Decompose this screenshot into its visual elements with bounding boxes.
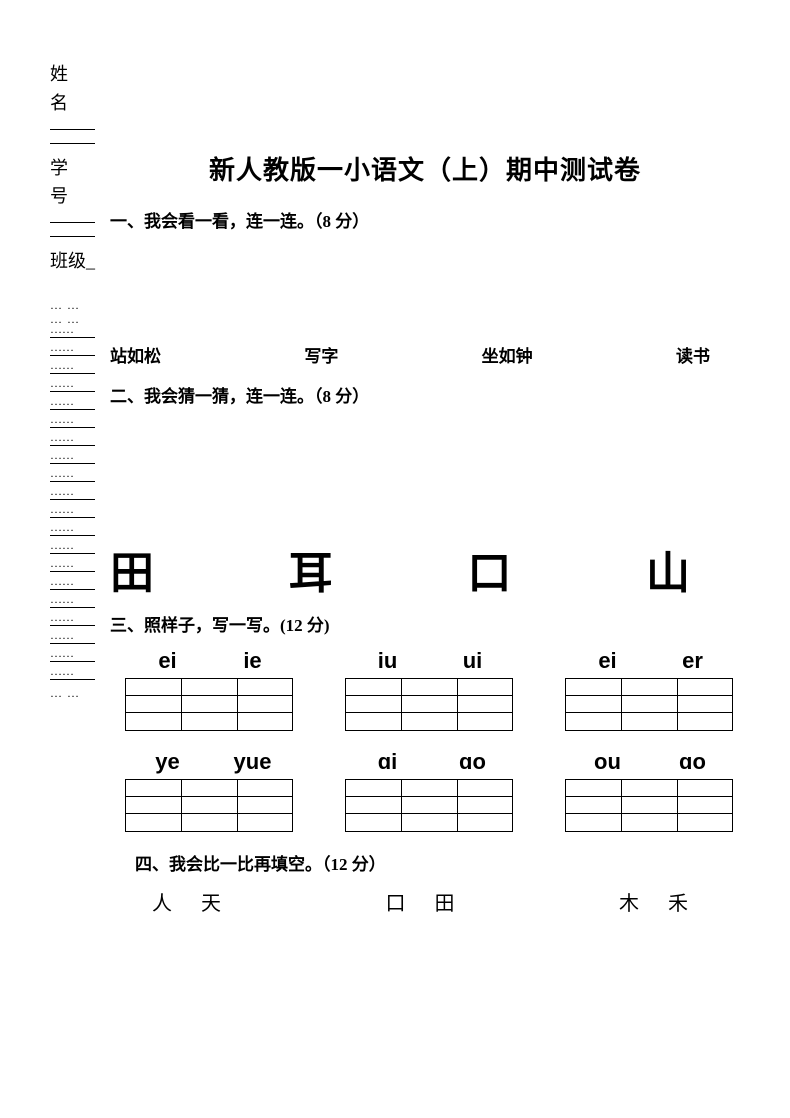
q1-item: 写字	[304, 342, 338, 367]
dotted-separator	[50, 450, 95, 464]
q4-pair: 木 禾	[607, 887, 700, 916]
name-field-line[interactable]	[50, 136, 95, 144]
main-content: 新人教版一小语文（上）期中测试卷 一、我会看一看，连一连。（8 分） 站如松 写…	[110, 150, 740, 916]
dotted-separator	[50, 612, 95, 626]
q1-item: 坐如钟	[482, 342, 533, 367]
q2-chars-row: 田 耳 口 山	[110, 537, 730, 601]
q4-heading: 四、我会比一比再填空。（12 分）	[135, 850, 740, 875]
dotted-separator	[50, 576, 95, 590]
pinyin-label: ei	[125, 648, 210, 674]
q3-group: ɑi ɑo	[345, 749, 515, 832]
pinyin-label: ie	[210, 648, 295, 674]
q4-char: 人	[152, 893, 172, 915]
dotted-separator	[50, 468, 95, 482]
dotted-separator	[50, 630, 95, 644]
name-label: 姓 名	[50, 60, 105, 118]
pinyin-label: ye	[125, 749, 210, 775]
class-label: 班级_	[50, 247, 95, 276]
dotted-separator	[50, 540, 95, 554]
q3-row-2: ye yue ɑi ɑo ou ɑo	[125, 749, 740, 832]
q1-item: 站如松	[110, 342, 161, 367]
id-field-line[interactable]	[50, 229, 95, 237]
dotted-separator	[50, 414, 95, 428]
q1-heading: 一、我会看一看，连一连。（8 分）	[110, 207, 740, 232]
pinyin-label: ou	[565, 749, 650, 775]
q2-heading: 二、我会猜一猜，连一连。（8 分）	[110, 382, 740, 407]
q3-group: ei er	[565, 648, 735, 731]
q4-items-row: 人 天 口 田 木 禾	[110, 887, 740, 916]
q1-item: 读书	[676, 342, 710, 367]
pinyin-writing-grid[interactable]	[125, 678, 295, 731]
q3-row-1: ei ie iu ui ei er	[125, 648, 740, 731]
dotted-separator	[50, 648, 95, 662]
dotted-separator	[50, 522, 95, 536]
dotted-separator	[50, 378, 95, 392]
student-info-sidebar: 姓 名 学 号 班级_	[50, 60, 105, 698]
pinyin-writing-grid[interactable]	[565, 678, 735, 731]
pinyin-label: ei	[565, 648, 650, 674]
dotted-separator	[50, 396, 95, 410]
q4-char: 口	[386, 893, 406, 915]
dotted-separator	[50, 486, 95, 500]
q4-char: 木	[619, 893, 639, 915]
exam-title: 新人教版一小语文（上）期中测试卷	[110, 150, 740, 187]
q2-char: 口	[467, 537, 511, 601]
pinyin-label: ɑi	[345, 749, 430, 775]
dotted-separator	[50, 594, 95, 608]
q4-pair: 口 田	[374, 887, 467, 916]
q3-group: ou ɑo	[565, 749, 735, 832]
id-label: 学 号	[50, 154, 105, 212]
dotted-separator	[50, 342, 95, 356]
q1-items-row: 站如松 写字 坐如钟 读书	[110, 342, 740, 367]
pinyin-writing-grid[interactable]	[565, 779, 735, 832]
pinyin-label: er	[650, 648, 735, 674]
dotted-separator	[50, 432, 95, 446]
q4-pair: 人 天	[140, 887, 233, 916]
q3-heading: 三、照样子，写一写。(12 分)	[110, 611, 740, 636]
name-field-line[interactable]	[50, 122, 95, 130]
dotted-separator	[50, 324, 95, 338]
q3-group: ye yue	[125, 749, 295, 832]
dotted-separator	[50, 558, 95, 572]
pinyin-label: ɑo	[650, 749, 735, 775]
q3-group: iu ui	[345, 648, 515, 731]
pinyin-label: iu	[345, 648, 430, 674]
pinyin-label: ɑo	[430, 749, 515, 775]
pinyin-writing-grid[interactable]	[345, 779, 515, 832]
pinyin-label: yue	[210, 749, 295, 775]
q2-char: 山	[646, 537, 690, 601]
pinyin-writing-grid[interactable]	[345, 678, 515, 731]
id-field-line[interactable]	[50, 215, 95, 223]
dotted-separator	[50, 360, 95, 374]
q2-char: 耳	[289, 537, 333, 601]
q4-char: 天	[201, 893, 221, 915]
dotted-separator	[50, 684, 95, 698]
dotted-separator	[50, 296, 95, 310]
q4-char: 田	[435, 893, 455, 915]
pinyin-writing-grid[interactable]	[125, 779, 295, 832]
dotted-separator	[50, 504, 95, 518]
dotted-separator	[50, 666, 95, 680]
q4-char: 禾	[668, 893, 688, 915]
pinyin-label: ui	[430, 648, 515, 674]
q2-char: 田	[110, 537, 154, 601]
q3-group: ei ie	[125, 648, 295, 731]
